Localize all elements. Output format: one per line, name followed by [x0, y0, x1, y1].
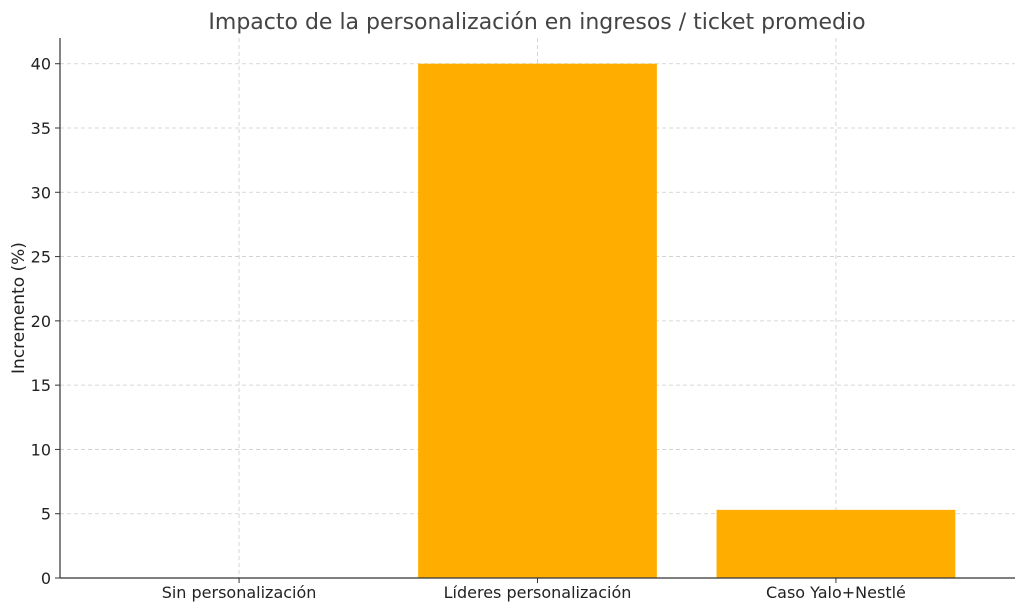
- y-tick-label: 30: [31, 183, 51, 202]
- y-tick-label: 35: [31, 119, 51, 138]
- bars: [418, 63, 956, 578]
- x-tick-label: Sin personalización: [162, 583, 317, 602]
- x-tick-label: Líderes personalización: [444, 583, 632, 602]
- y-tick-label: 15: [31, 376, 51, 395]
- bar: [418, 63, 657, 578]
- y-tick-label: 25: [31, 248, 51, 267]
- y-axis-title: Incremento (%): [9, 242, 29, 374]
- y-tick-label: 5: [41, 505, 51, 524]
- y-tick-label: 40: [31, 55, 51, 74]
- x-ticks: Sin personalización Líderes personalizaci…: [162, 578, 906, 602]
- bar: [716, 509, 956, 578]
- y-ticks: 0 5 10 15 20 25 30 35 40: [31, 55, 60, 588]
- y-tick-label: 0: [41, 569, 51, 588]
- x-tick-label: Caso Yalo+Nestlé: [766, 583, 906, 602]
- y-tick-label: 20: [31, 312, 51, 331]
- y-tick-label: 10: [31, 440, 51, 459]
- chart-title: Impacto de la personalización en ingreso…: [208, 10, 865, 35]
